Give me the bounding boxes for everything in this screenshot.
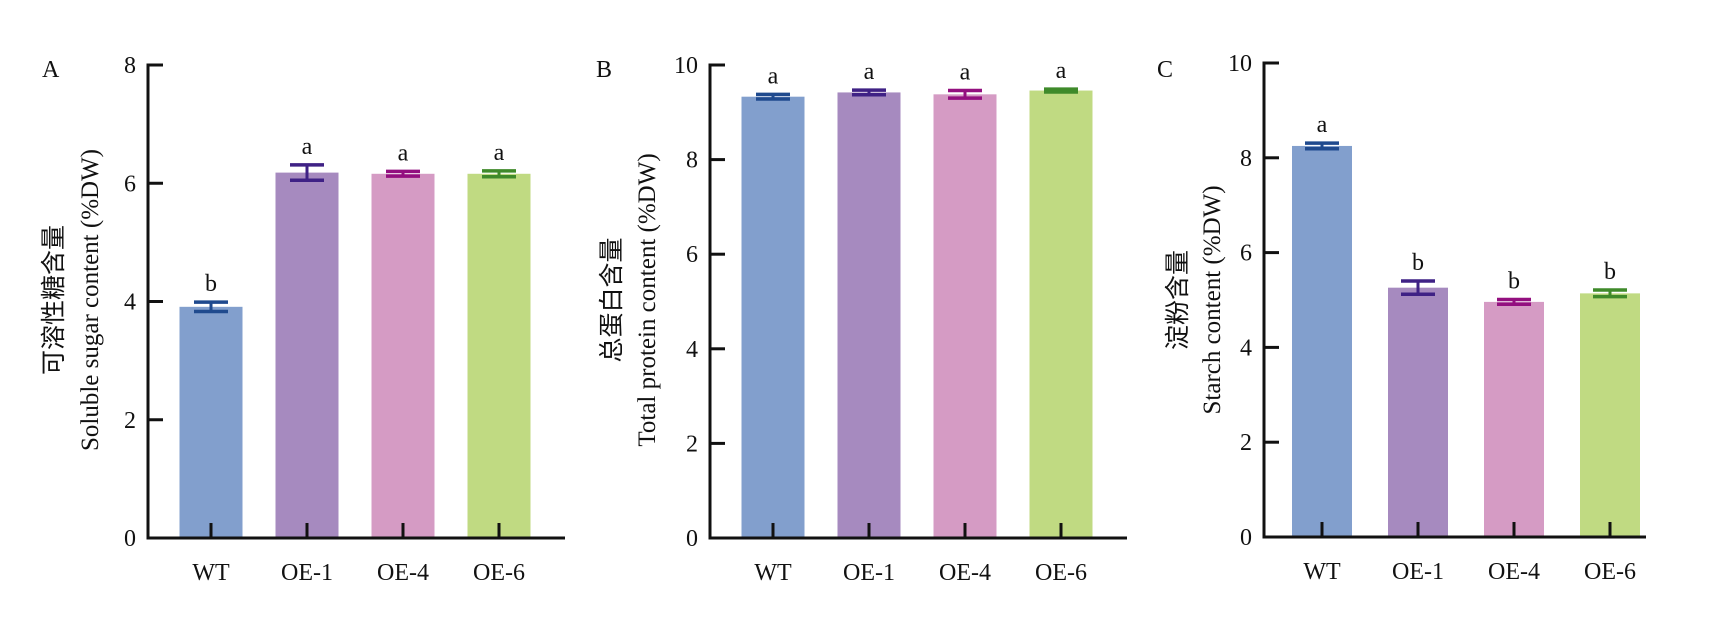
significance-letter: a [398, 140, 409, 166]
significance-letter: a [864, 59, 875, 85]
bar-wt [741, 96, 805, 538]
error-bar [1305, 141, 1339, 151]
error-bar [386, 169, 420, 178]
bar-oe-4 [371, 173, 435, 539]
significance-letter: b [1412, 250, 1424, 276]
error-bar [482, 169, 516, 179]
significance-letter: a [1056, 58, 1067, 84]
x-tick-label: OE-4 [377, 560, 429, 586]
significance-letter: a [302, 134, 313, 160]
panel-letter: C [1157, 57, 1173, 83]
y-axis-title-cn: 总蛋白含量 [598, 237, 626, 362]
y-tick-label: 10 [674, 53, 698, 79]
error-bar [1044, 87, 1078, 94]
significance-letter: b [1604, 259, 1616, 285]
x-tick-label: OE-6 [1584, 559, 1636, 585]
x-tick-label: OE-4 [1488, 559, 1540, 585]
x-tick-label: OE-6 [473, 560, 525, 586]
x-tick-label: OE-6 [1035, 560, 1087, 586]
y-tick-label: 6 [124, 171, 136, 197]
significance-letter: a [768, 63, 779, 89]
bar-oe-6 [1029, 90, 1093, 539]
significance-letter: b [1508, 269, 1520, 295]
y-tick-label: 2 [686, 431, 698, 457]
y-tick-label: 6 [686, 242, 698, 268]
y-tick-label: 4 [1240, 335, 1252, 361]
y-axis-title: Starch content (%DW) [1199, 185, 1226, 414]
bar-oe-4 [933, 94, 997, 539]
bar-wt [1292, 145, 1352, 537]
bar-oe-4 [1484, 301, 1544, 537]
error-bar [290, 163, 324, 183]
error-bar [1497, 297, 1531, 307]
y-tick-label: 2 [124, 408, 136, 434]
y-tick-label: 8 [1240, 146, 1252, 172]
y-tick-label: 8 [686, 148, 698, 174]
y-tick-label: 2 [1240, 430, 1252, 456]
y-tick-label: 8 [124, 53, 136, 79]
x-tick-label: WT [192, 560, 230, 586]
x-tick-label: WT [1303, 559, 1341, 585]
x-tick-label: OE-4 [939, 560, 991, 586]
significance-letter: a [960, 60, 971, 86]
panel-a: A 可溶性糖含量 Soluble sugar content (%DW) b WT… [40, 53, 565, 586]
bar-oe-1 [1388, 287, 1448, 537]
y-axis-title: Total protein content (%DW) [634, 153, 661, 446]
y-axis-title-cn: 淀粉含量 [1164, 250, 1192, 350]
y-tick-label: 6 [1240, 241, 1252, 267]
error-bar [756, 92, 790, 101]
y-tick-label: 4 [686, 337, 698, 363]
y-tick-label: 10 [1228, 51, 1252, 77]
x-tick-label: OE-1 [843, 560, 895, 586]
error-bar [1401, 279, 1435, 297]
x-tick-label: WT [754, 560, 792, 586]
x-tick-label: OE-1 [1392, 559, 1444, 585]
y-tick-label: 4 [124, 290, 136, 316]
panel-letter: B [596, 57, 612, 83]
panel-c: C 淀粉含量 Starch content (%DW) a WT b OE-1 b OE-… [1157, 51, 1646, 585]
y-tick-label: 0 [124, 526, 136, 552]
error-bar [948, 88, 982, 100]
error-bar [194, 300, 228, 314]
bar-oe-6 [1580, 293, 1640, 537]
panel-b: B 总蛋白含量 Total protein content (%DW) a WT a… [596, 53, 1127, 586]
bar-oe-6 [467, 173, 531, 539]
x-tick-label: OE-1 [281, 560, 333, 586]
significance-letter: a [494, 140, 505, 166]
error-bar [1593, 288, 1627, 299]
significance-letter: b [205, 271, 217, 297]
bar-oe-1 [275, 172, 339, 539]
y-tick-label: 0 [1240, 525, 1252, 551]
significance-letter: a [1317, 112, 1328, 138]
y-axis-title: Soluble sugar content (%DW) [77, 149, 104, 451]
bar-wt [179, 306, 243, 538]
y-tick-label: 0 [686, 526, 698, 552]
panel-letter: A [42, 57, 60, 83]
bar-oe-1 [837, 92, 901, 539]
y-axis-title-cn: 可溶性糖含量 [40, 225, 68, 375]
error-bar [852, 88, 886, 97]
